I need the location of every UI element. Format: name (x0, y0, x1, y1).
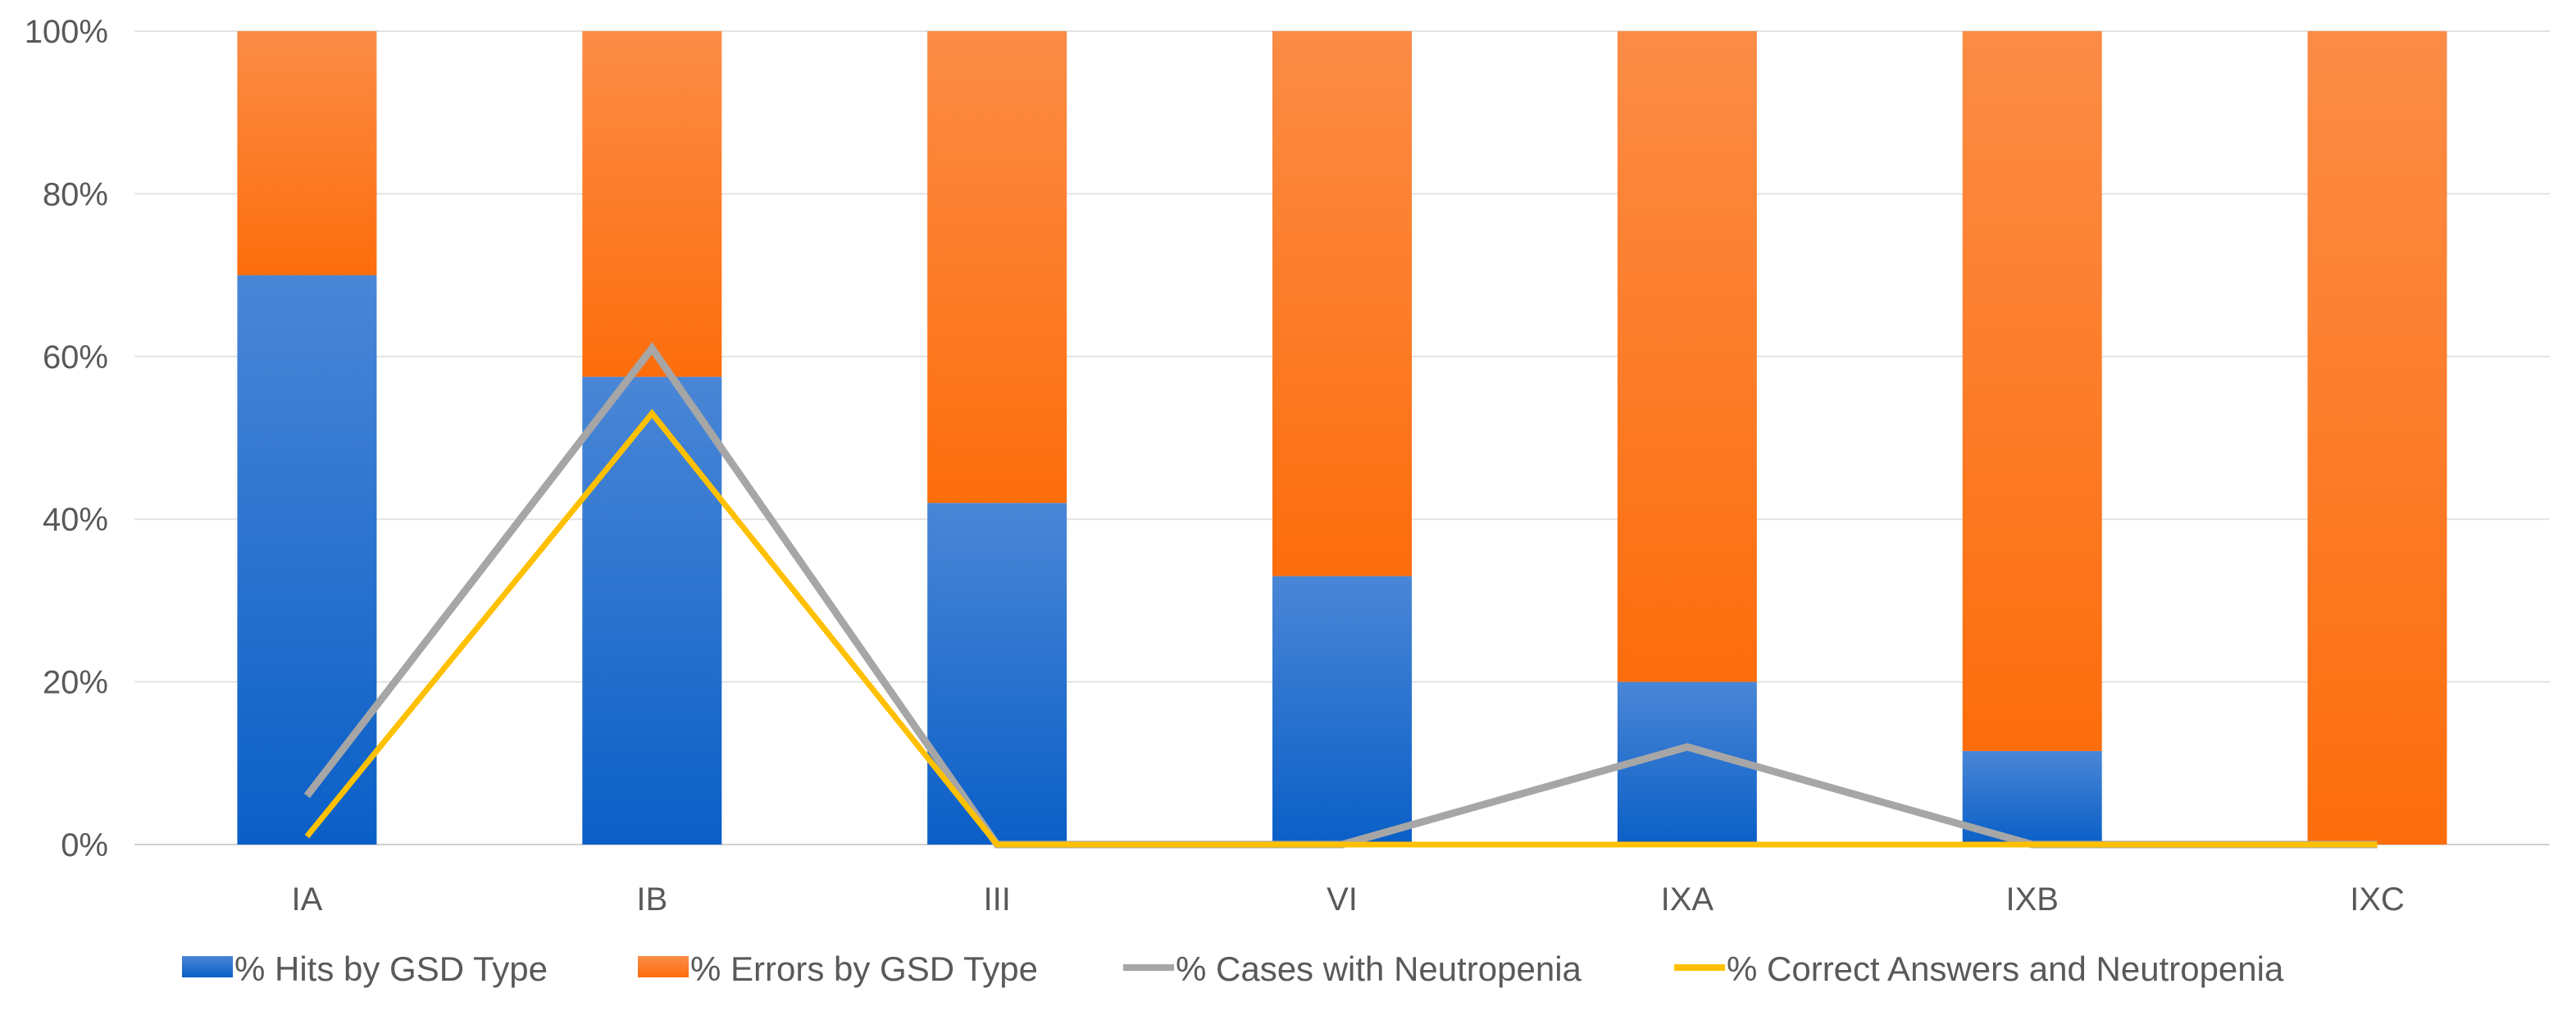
y-tick-label: 60% (43, 339, 108, 376)
legend: % Hits by GSD Type % Errors by GSD Type % … (182, 950, 2284, 988)
bar-errors (1617, 31, 1757, 682)
legend-swatch (182, 956, 233, 977)
x-tick-label: III (983, 881, 1010, 918)
bar-errors (1272, 31, 1412, 576)
line-correct-answers-neutropenia (304, 408, 2378, 848)
bar-hits (927, 503, 1067, 845)
bar-hits (1272, 576, 1412, 845)
bar-errors (237, 31, 377, 276)
y-tick-label: 20% (43, 665, 108, 701)
y-axis-labels: 0% 20% 40% 60% 80% 100% (25, 14, 108, 863)
legend-label: % Errors by GSD Type (690, 950, 1038, 988)
bars (237, 31, 2447, 845)
series-lines (303, 342, 2378, 849)
y-tick-label: 80% (43, 176, 108, 212)
y-tick-label: 40% (43, 502, 108, 538)
x-tick-label: IXB (2005, 881, 2058, 918)
y-tick-label: 100% (25, 14, 108, 50)
bar-errors (582, 31, 722, 377)
legend-label: % Correct Answers and Neutropenia (1727, 950, 2284, 988)
x-tick-label: IA (292, 881, 323, 918)
legend-swatch (638, 956, 689, 977)
x-axis-labels: IA IB III VI IXA IXB IXC (292, 881, 2405, 918)
bar-errors (2307, 31, 2447, 845)
bar-hits (582, 376, 722, 845)
x-tick-label: VI (1327, 881, 1358, 918)
bar-errors (1962, 31, 2102, 751)
bar-hits (237, 275, 377, 845)
bar-errors (927, 31, 1067, 503)
x-tick-label: IXA (1661, 881, 1714, 918)
legend-label: % Cases with Neutropenia (1176, 950, 1582, 988)
x-tick-label: IXC (2350, 881, 2405, 918)
legend-label: % Hits by GSD Type (234, 950, 548, 988)
y-tick-label: 0% (61, 827, 108, 863)
x-tick-label: IB (636, 881, 667, 918)
